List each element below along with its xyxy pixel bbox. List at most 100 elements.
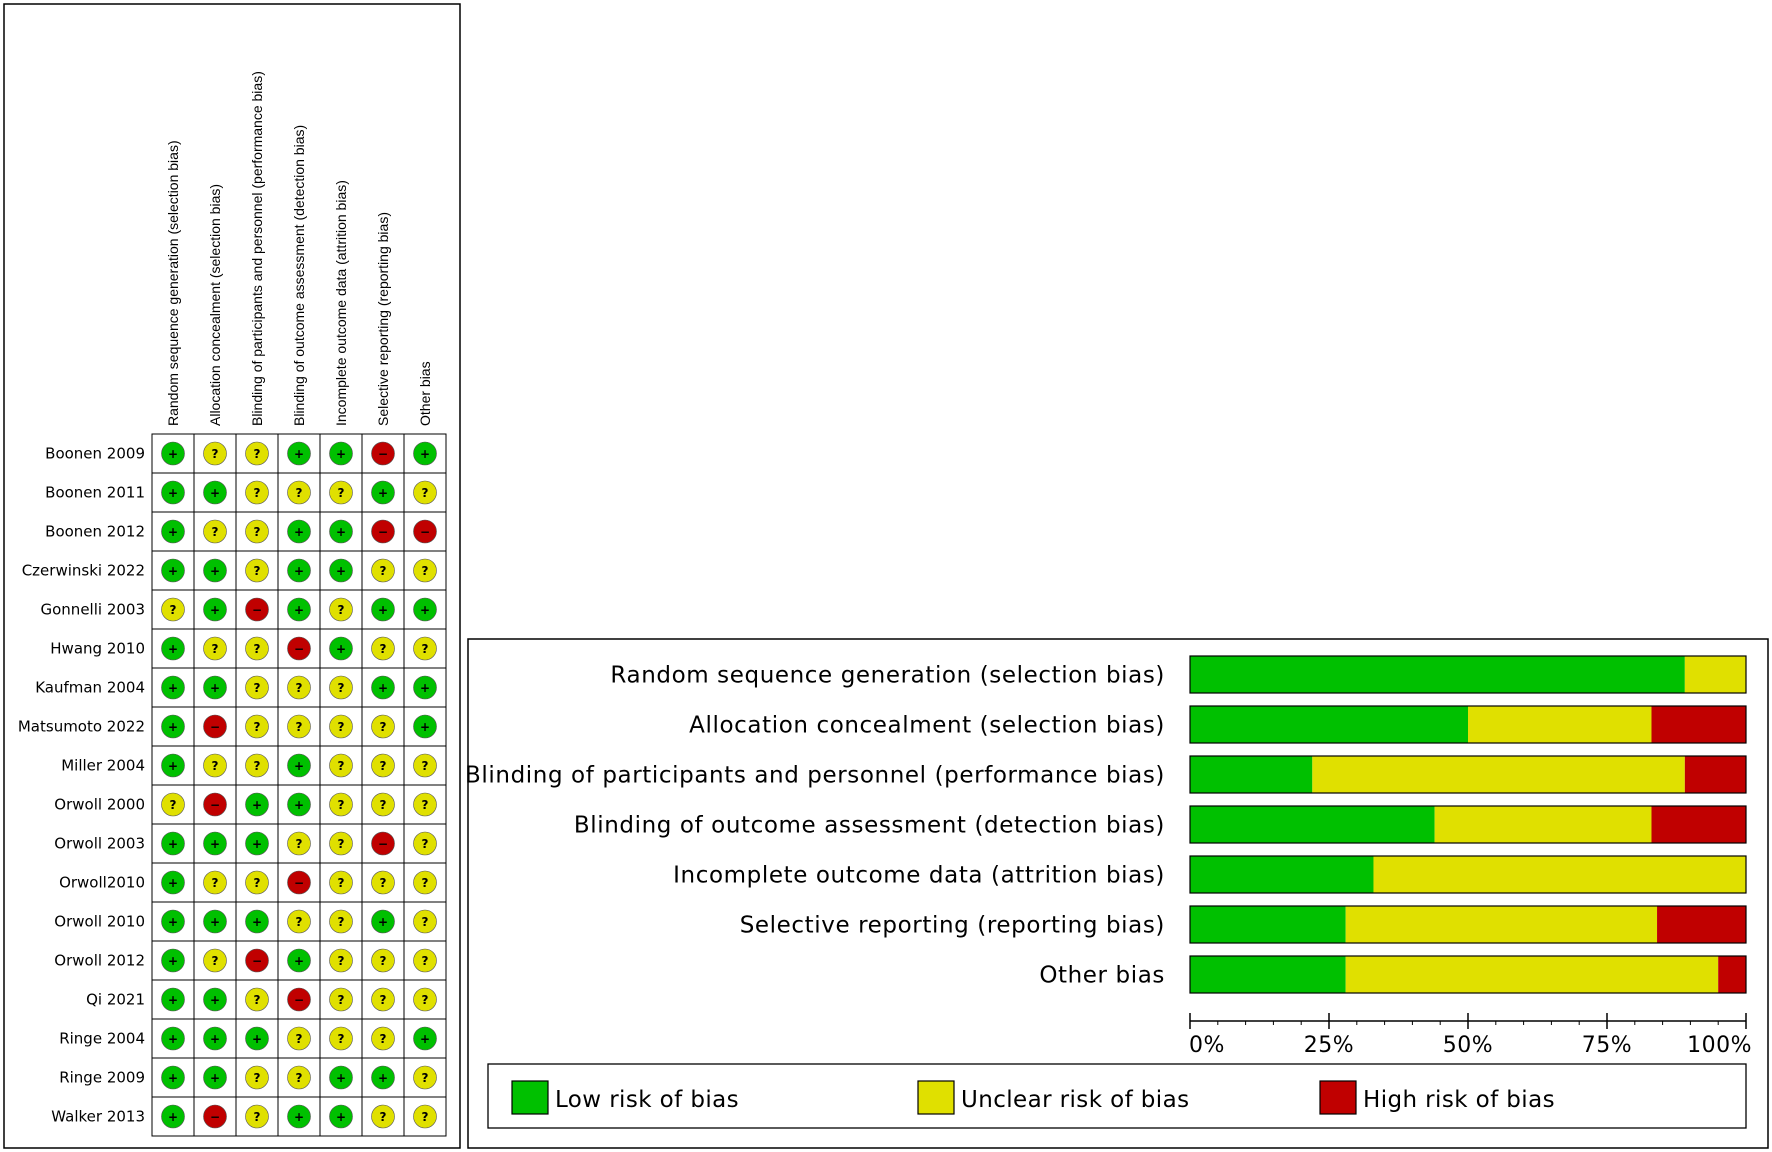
rating-symbol: + xyxy=(336,564,346,578)
rating-symbol: ? xyxy=(338,837,345,851)
rating-unclear-icon xyxy=(287,675,311,700)
rating-cell: + xyxy=(203,1065,227,1090)
bar-segment-unclear xyxy=(1312,756,1685,793)
rating-unclear-icon xyxy=(413,1104,437,1129)
rating-unclear-icon xyxy=(245,987,269,1012)
rating-cell: + xyxy=(287,753,311,778)
rating-cell: + xyxy=(371,480,395,505)
rating-symbol: − xyxy=(252,954,262,968)
domain-header: Incomplete outcome data (attrition bias) xyxy=(333,180,349,426)
study-label: Gonnelli 2003 xyxy=(41,601,146,619)
rating-symbol: ? xyxy=(422,837,429,851)
study-label: Orwoll 2012 xyxy=(54,952,145,970)
rating-symbol: ? xyxy=(380,1110,387,1124)
rating-cell: + xyxy=(287,558,311,583)
rating-cell: ? xyxy=(329,948,353,973)
rating-cell: + xyxy=(287,597,311,622)
rating-symbol: ? xyxy=(422,642,429,656)
rating-unclear-icon xyxy=(329,831,353,856)
rating-symbol: ? xyxy=(254,876,261,890)
rating-cell: ? xyxy=(413,909,437,934)
domain-header: Blinding of outcome assessment (detectio… xyxy=(291,125,307,426)
rating-symbol: + xyxy=(210,993,220,1007)
rating-symbol: + xyxy=(378,1071,388,1085)
rating-cell: + xyxy=(287,792,311,817)
legend-label: Unclear risk of bias xyxy=(961,1087,1189,1113)
summary-grid xyxy=(151,433,447,1137)
rating-cell: ? xyxy=(371,987,395,1012)
rating-symbol: + xyxy=(294,603,304,617)
rating-low-icon xyxy=(413,714,437,739)
rating-symbol: ? xyxy=(254,564,261,578)
rating-high-icon xyxy=(245,597,269,622)
rating-symbol: ? xyxy=(254,759,261,773)
rating-low-icon xyxy=(413,675,437,700)
rating-high-icon xyxy=(287,636,311,661)
rating-unclear-icon xyxy=(203,519,227,544)
rating-symbol: + xyxy=(378,915,388,929)
legend-swatch-unclear xyxy=(917,1080,955,1115)
rating-high-icon xyxy=(203,792,227,817)
rating-cell: ? xyxy=(413,948,437,973)
rating-low-icon xyxy=(371,597,395,622)
rating-cell: ? xyxy=(203,870,227,895)
study-label: Matsumoto 2022 xyxy=(18,718,145,736)
rating-cell: ? xyxy=(329,597,353,622)
rating-symbol: + xyxy=(210,915,220,929)
rating-cell: ? xyxy=(371,1104,395,1129)
rating-unclear-icon xyxy=(413,480,437,505)
rating-cell: ? xyxy=(245,714,269,739)
rating-unclear-icon xyxy=(203,441,227,466)
rating-symbol: ? xyxy=(380,798,387,812)
rating-symbol: + xyxy=(294,759,304,773)
rating-cell: + xyxy=(329,1104,353,1129)
domain-header: Random sequence generation (selection bi… xyxy=(165,140,181,426)
study-label: Hwang 2010 xyxy=(50,640,145,658)
bar-segment-high xyxy=(1718,956,1746,993)
rating-cell: ? xyxy=(287,1065,311,1090)
rating-symbol: ? xyxy=(338,993,345,1007)
rating-symbol: − xyxy=(378,525,388,539)
rating-symbol: ? xyxy=(296,486,303,500)
rating-symbol: ? xyxy=(254,1071,261,1085)
legend-item: Low risk of bias xyxy=(511,1080,739,1115)
rating-cell: − xyxy=(287,870,311,895)
rating-unclear-icon xyxy=(245,636,269,661)
rating-symbol: + xyxy=(168,447,178,461)
rating-cell: ? xyxy=(413,753,437,778)
rating-symbol: + xyxy=(420,720,430,734)
rating-cell: + xyxy=(371,597,395,622)
rating-cell: ? xyxy=(413,480,437,505)
rating-symbol: ? xyxy=(254,993,261,1007)
rating-cell: ? xyxy=(413,987,437,1012)
rating-low-icon xyxy=(287,1104,311,1129)
rating-unclear-icon xyxy=(329,753,353,778)
rating-symbol: + xyxy=(294,525,304,539)
rating-cell: ? xyxy=(329,792,353,817)
domain-header: Selective reporting (reporting bias) xyxy=(375,212,391,426)
study-label: Boonen 2009 xyxy=(45,445,145,463)
stacked-bar xyxy=(1189,705,1747,744)
rating-symbol: + xyxy=(336,447,346,461)
rating-symbol: ? xyxy=(254,447,261,461)
bar-segment-low xyxy=(1190,856,1374,893)
rating-cell: + xyxy=(287,948,311,973)
rating-cell: ? xyxy=(329,675,353,700)
study-label: Orwoll 2010 xyxy=(54,913,145,931)
rating-symbol: + xyxy=(168,1071,178,1085)
summary-panel: Random sequence generation (selection bi… xyxy=(3,3,461,1149)
bar-outline xyxy=(1189,755,1747,794)
rating-unclear-icon xyxy=(371,948,395,973)
rating-cell: + xyxy=(161,480,185,505)
rating-symbol: + xyxy=(168,1110,178,1124)
rating-low-icon xyxy=(161,558,185,583)
rating-symbol: − xyxy=(420,525,430,539)
rating-symbol: ? xyxy=(422,1110,429,1124)
rating-symbol: − xyxy=(378,837,388,851)
rating-cell: ? xyxy=(203,441,227,466)
rating-cell: + xyxy=(287,441,311,466)
rating-symbol: ? xyxy=(338,603,345,617)
summary-panel-frame xyxy=(3,3,461,1149)
rating-symbol: ? xyxy=(170,603,177,617)
rating-symbol: + xyxy=(168,954,178,968)
